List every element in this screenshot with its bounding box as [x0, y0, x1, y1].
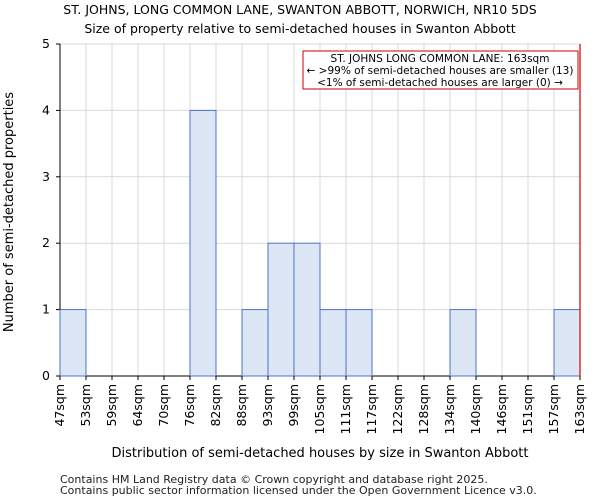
x-tick-label: 146sqm — [494, 384, 509, 434]
y-ticks: 0 1 2 3 4 5 — [42, 36, 60, 383]
annotation-border — [302, 50, 579, 90]
bar-157sqm — [553, 309, 581, 377]
annotation-box: ST. JOHNS LONG COMMON LANE: 163sqm ← >99… — [302, 50, 579, 90]
bar-134sqm — [449, 309, 477, 377]
y-tick-label: 4 — [42, 102, 50, 117]
x-tick-label: 76sqm — [182, 384, 197, 427]
bar-88sqm — [241, 309, 269, 377]
x-tick-label: 117sqm — [364, 384, 379, 434]
chart-subtitle: Size of property relative to semi-detach… — [84, 21, 515, 36]
y-tick-label: 3 — [42, 169, 50, 184]
x-tick-label: 105sqm — [312, 384, 327, 434]
y-tick-label: 1 — [42, 302, 50, 317]
bar-111sqm — [345, 309, 373, 377]
x-tick-label: 88sqm — [234, 384, 249, 427]
x-axis-label: Distribution of semi-detached houses by … — [111, 446, 528, 461]
bar-99sqm — [293, 242, 321, 377]
x-ticks: 47sqm 53sqm 59sqm 64sqm 70sqm 76sqm 82sqm 88sqm… — [52, 376, 587, 434]
x-tick-label: 151sqm — [520, 384, 535, 434]
x-tick-label: 53sqm — [78, 384, 93, 427]
x-tick-label: 111sqm — [338, 384, 353, 434]
x-tick-label: 122sqm — [390, 384, 405, 434]
x-tick-label: 64sqm — [130, 384, 145, 427]
x-tick-label: 99sqm — [286, 384, 301, 427]
bar-105sqm — [319, 309, 347, 377]
annotation-line-2: ← >99% of semi-detached houses are small… — [307, 65, 574, 77]
y-tick-label: 5 — [42, 36, 50, 51]
footer-line-2: Contains public sector information licen… — [60, 484, 537, 497]
y-tick-label: 2 — [42, 235, 50, 250]
annotation-line-3: <1% of semi-detached houses are larger (… — [317, 77, 563, 89]
x-tick-label: 134sqm — [442, 384, 457, 434]
x-tick-label: 47sqm — [52, 384, 67, 427]
x-tick-label: 70sqm — [156, 384, 171, 427]
x-tick-label: 157sqm — [546, 384, 561, 434]
footer-line-1: Contains HM Land Registry data © Crown c… — [60, 473, 488, 486]
x-tick-label: 140sqm — [468, 384, 483, 434]
bar-76sqm — [189, 109, 217, 377]
bar-47sqm — [59, 309, 87, 377]
chart-title: ST. JOHNS, LONG COMMON LANE, SWANTON ABB… — [63, 2, 536, 17]
annotation-line-1: ST. JOHNS LONG COMMON LANE: 163sqm — [331, 53, 550, 65]
grid — [59, 43, 581, 377]
y-tick-label: 0 — [42, 368, 50, 383]
x-tick-label: 93sqm — [260, 384, 275, 427]
bar-93sqm — [267, 242, 295, 377]
y-axis-label: Number of semi-detached properties — [2, 92, 17, 332]
x-tick-label: 82sqm — [208, 384, 223, 427]
x-tick-label: 59sqm — [104, 384, 119, 427]
x-tick-label: 128sqm — [416, 384, 431, 434]
x-tick-label: 163sqm — [572, 384, 587, 434]
bars — [59, 109, 581, 377]
